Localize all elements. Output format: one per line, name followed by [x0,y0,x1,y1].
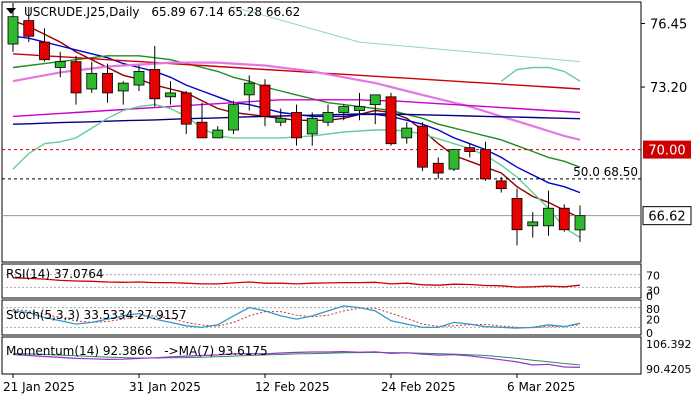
candle-body [243,82,255,96]
chart-title: USCRUDE.J25,Daily 65.89 67.14 65.28 66.6… [24,5,300,19]
moving-average-line-3 [12,55,581,168]
stoch-panel-frame [1,299,642,336]
candle-body [354,106,365,111]
candle-body [212,129,224,139]
momentum-lines [12,350,581,368]
rsi-lines [12,277,581,288]
momentum-scale-label: 90.4205 [646,363,692,376]
date-tick-label: 12 Feb 2025 [255,380,330,394]
candle-body [369,94,381,106]
price-panel-frame [1,1,642,263]
rsi-line [12,277,581,288]
candle-body [464,147,476,152]
collapse-arrow-icon[interactable] [6,8,16,14]
date-tick-label: 21 Jan 2025 [3,380,75,394]
momentum-scale: 106.392 90.4205 [646,338,692,376]
candle-body [432,162,444,174]
candle-body [180,92,192,125]
stoch-label: Stoch(5,3,3) 33.5334 27.9157 [6,308,187,322]
momentum-scale-label: 106.392 [646,338,692,351]
stoch-scale-label: 20 [646,314,660,327]
candle-body [196,121,208,139]
candle-body [527,221,539,227]
rsi-panel-frame [1,263,642,299]
candle-body [54,61,66,68]
trend-line [233,6,581,63]
candle-body [495,180,507,190]
candle-body [401,127,413,139]
ohlc-values: 65.89 67.14 65.28 66.62 [151,5,300,19]
candle-body [543,207,554,227]
stoch-scale-label: 80 [646,303,660,316]
candle-body [322,112,334,123]
candle-body [511,198,523,231]
price-panel: 70.00 50.0 68.50 66.62 76.45 73.20 USCRUDE.… [1,1,692,263]
current-price-label: 66.62 [648,210,685,225]
candle-body [259,84,271,117]
date-tick-label: 31 Jan 2025 [129,380,201,394]
candle-body [448,149,460,170]
candle-body [291,112,302,139]
candle-body [275,117,287,123]
candle-body [480,149,491,180]
moving-average-line-6 [12,99,581,118]
stoch-lines [12,305,581,329]
price-tick-label: 73.20 [650,81,687,96]
level-label-2: 50.0 68.50 [573,165,638,179]
candle-body [86,72,98,90]
candle-body [417,125,428,168]
stoch-scale-label: 0 [646,327,653,340]
moving-average-line-9 [500,66,581,82]
candle-body [149,69,161,100]
rsi-grid [2,274,641,288]
candle-body [338,106,350,113]
candle-body [23,20,35,37]
candle-body [133,71,145,86]
moving-average-line-4 [12,53,581,90]
candle-body [117,82,129,92]
candle-body [70,61,82,94]
momentum-line [12,350,581,368]
candle-body [558,207,570,231]
momentum-panel: 106.392 90.4205 Momentum(14) 92.3866 ->MA… [1,336,692,376]
current-price-tag [642,206,692,226]
candle-body [102,72,113,94]
momentum-panel-frame [1,336,642,375]
price-axis: 76.45 73.20 [641,18,687,96]
rsi-scale-label: 0 [646,290,653,303]
rsi-scale-label: 30 [646,284,660,297]
stoch-d-line [12,307,581,329]
date-axis: 21 Jan 2025 31 Jan 2025 12 Feb 2025 24 Feb … [3,374,575,394]
date-tick-label: 24 Feb 2025 [381,380,456,394]
candles-group [7,3,586,246]
rsi-scale-label: 70 [646,270,660,283]
momentum-value: Momentum(14) 92.3866 [6,344,152,358]
level-tag-1 [643,140,691,159]
momentum-ma-value: ->MA(7) 93.6175 [164,344,267,358]
candle-body [228,104,239,131]
candle-body [385,96,397,145]
candle-body [574,215,586,231]
rsi-label: RSI(14) 37.0764 [6,267,104,281]
momentum-ma-line [12,351,581,366]
price-tick-label: 76.45 [650,18,687,33]
symbol-label: USCRUDE.J25,Daily [24,5,140,19]
date-tick-label: 6 Mar 2025 [507,380,575,394]
level-tag-label-1: 70.00 [648,144,685,159]
candle-body [39,41,50,61]
trend-line-group [233,6,581,63]
price-levels: 70.00 50.0 68.50 66.62 [2,140,692,226]
candle-body [7,16,19,45]
candle-body [306,117,318,135]
stoch-k-line [12,305,581,329]
candle-body [165,92,176,98]
momentum-label: Momentum(14) 92.3866 ->MA(7) 93.6175 [6,344,268,358]
